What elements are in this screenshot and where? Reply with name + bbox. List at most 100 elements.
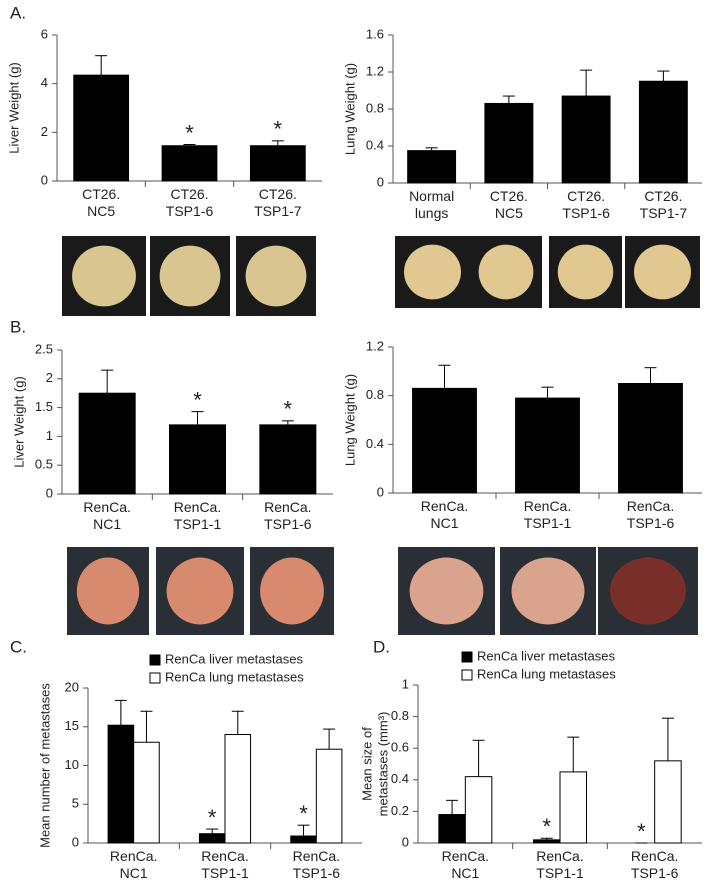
x-tick-label: RenCa. TSP1-1 [201,848,249,881]
error-bar [502,95,515,104]
y-tick-label: 1 [402,676,409,691]
y-tick-label: 6 [41,26,48,41]
bar [107,724,135,844]
significance-marker: * [284,397,293,422]
y-tick-label: 0.8 [366,387,384,402]
y-tick-label: 0.4 [366,137,384,152]
bar [161,145,218,182]
bar [618,383,683,494]
legend-label: RenCa liver metastases [165,651,303,666]
x-tick-label: CT26. TSP1-6 [166,186,214,219]
y-tick-label: 0 [72,834,79,849]
significance-marker: * [274,117,283,142]
y-tick-label: 5 [72,796,79,811]
significance-marker: * [185,120,194,145]
x-tick-label-line: RenCa. [627,498,674,514]
x-tick-label-line: CT26. [644,188,682,204]
panel-label: D. [373,637,390,656]
x-tick-label-line: TSP1-1 [524,515,572,531]
y-tick-label: 2.5 [35,341,53,356]
bar [561,95,611,184]
organ [76,557,140,625]
error-bar [446,799,459,815]
x-tick-label-line: RenCa. [264,499,311,515]
y-tick-label: 0.4 [366,436,384,451]
y-axis-title: Mean size of [359,727,374,801]
bar [133,741,160,844]
x-tick-label-line: CT26. [490,188,528,204]
x-tick-label: RenCa. NC1 [442,848,489,881]
significance-marker: * [193,387,202,412]
organ [478,244,534,300]
error-bar [540,837,553,840]
panel-label: B. [10,317,26,336]
y-axis-title: Lung Weight (g) [342,374,357,466]
x-tick-label-line: TSP1-1 [174,516,222,532]
x-tick-label: CT26. TSP1-6 [562,188,610,221]
organ [557,244,614,300]
y-axis-title: Lung Weight (g) [342,63,357,155]
x-tick-label-line: TSP1-6 [627,515,675,531]
error-bar [657,70,670,82]
legend-label: RenCa lung metastases [165,669,304,684]
x-tick-label: RenCa. TSP1-6 [631,848,679,881]
y-axis-title: Liver Weight (g) [11,376,26,468]
y-tick-label: 0 [377,484,384,499]
x-tick-label-line: TSP1-6 [264,516,312,532]
x-tick-label-line: Normal [409,188,454,204]
y-tick-label: 1.2 [366,63,384,78]
x-tick-label-line: RenCa. [421,498,468,514]
panel-label: A. [10,3,26,22]
x-tick-label-line: lungs [415,205,448,221]
bar [515,397,580,494]
x-tick-label: RenCa. TSP1-6 [293,848,341,881]
error-bar [567,736,580,772]
bar [638,80,688,184]
error-bar [323,728,336,750]
x-tick-label: CT26. TSP1-7 [640,188,688,221]
error-bar [281,420,294,425]
x-tick-label-line: TSP1-7 [254,203,302,219]
error-bar [271,140,284,146]
x-tick-label-line: TSP1-6 [293,865,341,881]
bar [249,145,306,182]
organ [72,245,136,307]
organ [511,557,585,625]
bar [654,760,682,844]
error-bar [183,144,196,146]
legend-swatch [461,651,473,663]
x-tick-label-line: RenCa. [293,848,340,864]
bar [438,814,466,844]
x-tick-label-line: CT26. [259,186,297,202]
x-tick-label-line: CT26. [82,186,120,202]
y-tick-label: 0.6 [391,740,409,755]
x-tick-label: RenCa. TSP1-1 [536,848,584,881]
legend-swatch [149,672,161,684]
organ [404,244,461,300]
bar [290,835,317,844]
x-tick-label-line: RenCa. [174,499,221,515]
bar [532,839,561,844]
legend-swatch [461,669,473,681]
y-tick-label: 0.4 [391,771,409,786]
x-tick-label: CT26. NC5 [82,186,120,219]
y-tick-label: 1.5 [35,399,53,414]
y-tick-label: 0.5 [35,457,53,472]
x-tick-label-line: CT26. [170,186,208,202]
bar [259,424,317,495]
error-bar [297,824,310,837]
x-tick-label-line: TSP1-1 [201,865,249,881]
x-tick-label-line: RenCa. [524,498,571,514]
x-tick-label-line: RenCa. [536,848,583,864]
x-tick-label: CT26. NC5 [490,188,528,221]
x-tick-label: RenCa. TSP1-1 [174,499,222,532]
error-bar [425,147,438,151]
y-axis-title: Mean number of metastases [37,683,52,848]
y-tick-label: 4 [41,75,48,90]
y-tick-label: 15 [65,718,79,733]
organ [166,557,234,625]
x-tick-label-line: RenCa. [442,848,489,864]
x-tick-label: RenCa. TSP1-6 [264,499,312,532]
error-bar [661,717,674,761]
error-bar [101,369,114,394]
